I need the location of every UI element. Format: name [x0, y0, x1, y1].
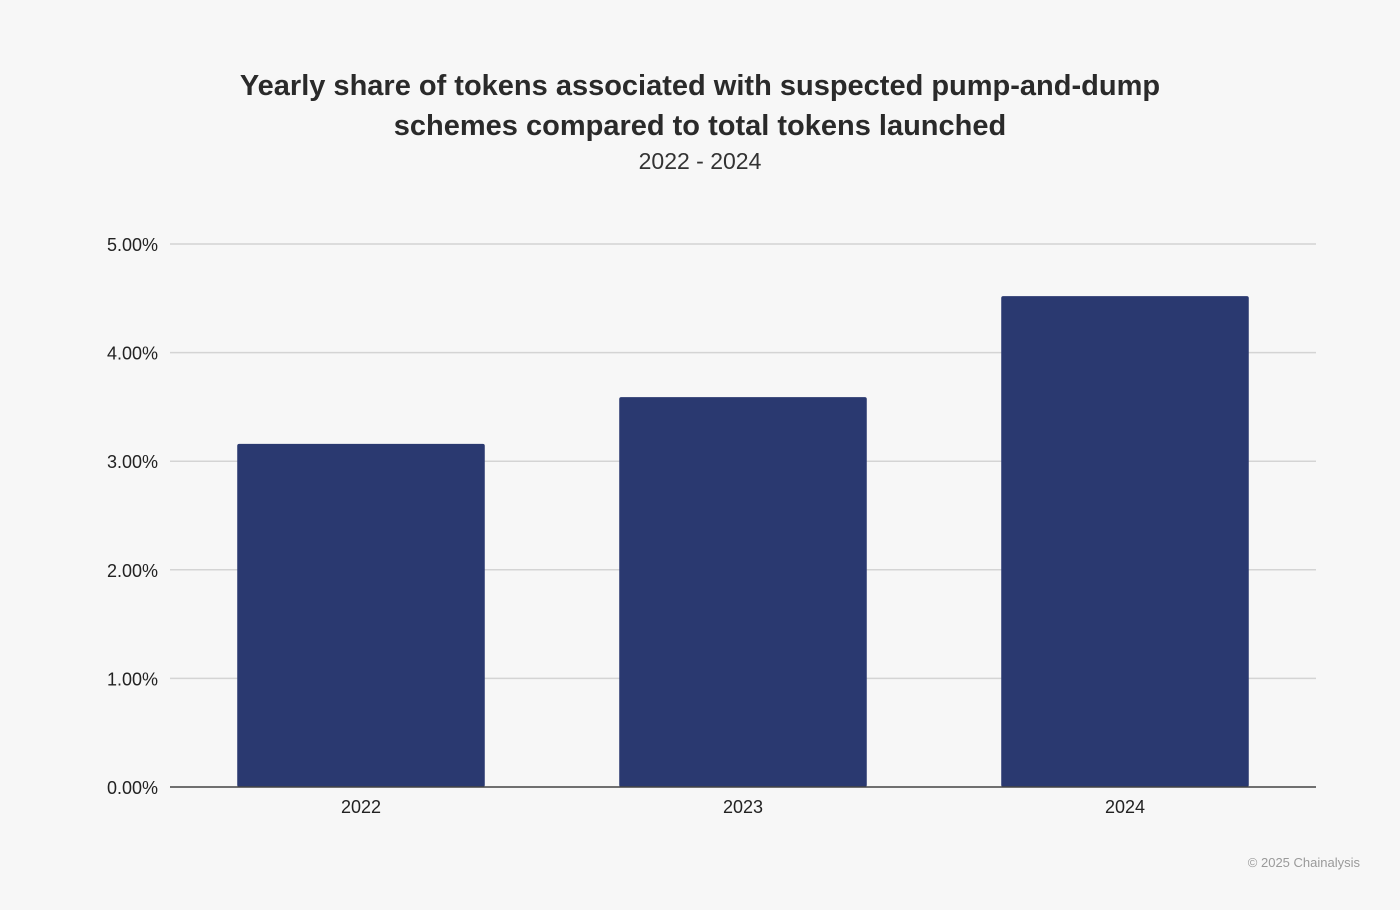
y-tick-label: 0.00%: [107, 778, 158, 798]
y-tick-label: 5.00%: [107, 235, 158, 255]
bar-2023: [619, 397, 867, 787]
y-tick-label: 1.00%: [107, 669, 158, 689]
copyright-footer: © 2025 Chainalysis: [1247, 855, 1360, 870]
x-tick-label: 2023: [723, 797, 763, 817]
y-tick-label: 4.00%: [107, 344, 158, 364]
x-tick-label: 2024: [1105, 797, 1145, 817]
axes: 0.00% 1.00% 2.00% 3.00% 4.00% 5.00% 2022 2023 20…: [107, 235, 1316, 817]
bar-2022: [237, 443, 485, 787]
y-tick-label: 3.00%: [107, 452, 158, 472]
chart-subtitle: 2022 - 2024: [638, 148, 762, 174]
bar-2024: [1001, 296, 1249, 787]
y-tick-label: 2.00%: [107, 561, 158, 581]
chart-title: Yearly share of tokens associated with s…: [239, 70, 1161, 142]
x-tick-label: 2022: [341, 797, 381, 817]
bars: [237, 296, 1249, 787]
